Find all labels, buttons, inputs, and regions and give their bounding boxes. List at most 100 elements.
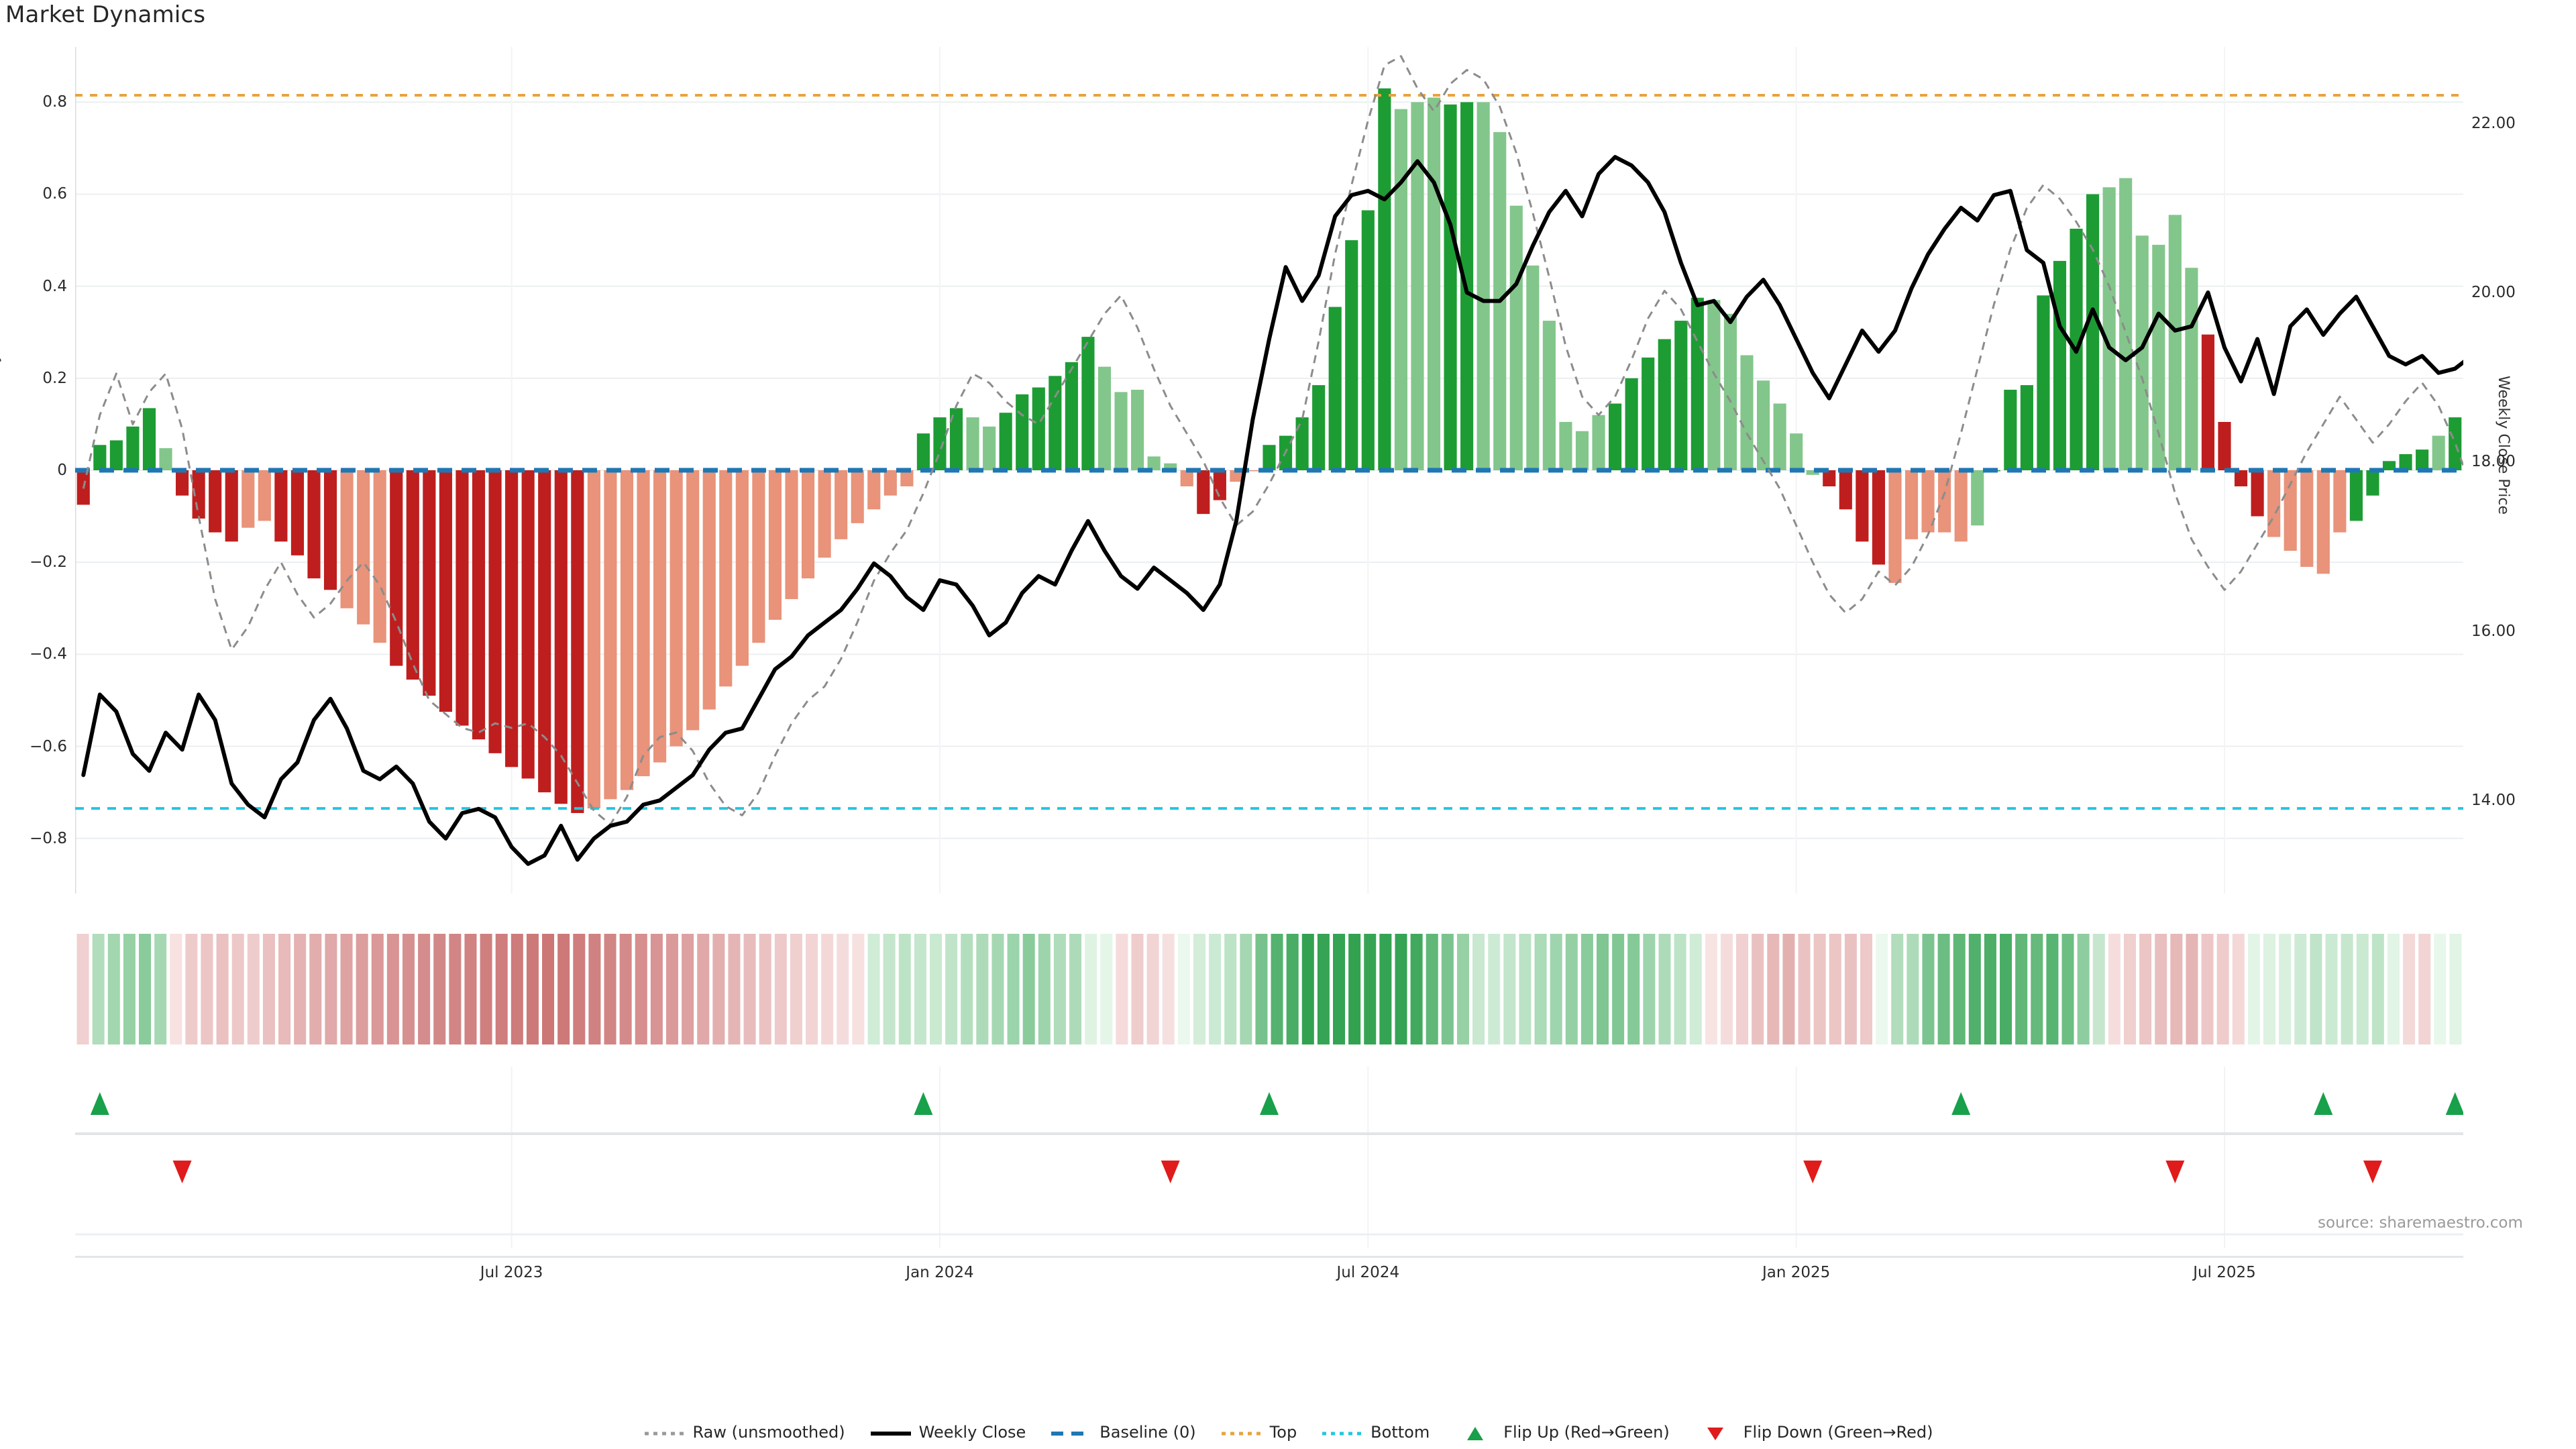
heat-cell	[340, 934, 353, 1044]
flip-rows-canvas	[75, 1067, 2465, 1248]
heat-cell	[837, 934, 849, 1044]
heat-cell	[759, 934, 771, 1044]
heat-cell	[2186, 934, 2198, 1044]
bar	[1674, 321, 1688, 470]
flip-down-marker	[1161, 1161, 1180, 1183]
bar	[620, 470, 634, 790]
bar	[1065, 362, 1078, 470]
bar	[1509, 205, 1523, 470]
weekly-close-line	[81, 155, 2463, 866]
heat-cell	[2232, 934, 2245, 1044]
legend-item[interactable]: Weekly Close	[869, 1423, 1026, 1442]
heat-cell	[2387, 934, 2400, 1044]
heat-cell	[1907, 934, 1919, 1044]
heat-cell	[2046, 934, 2059, 1044]
heat-cell	[185, 934, 198, 1044]
heat-cell	[1116, 934, 1128, 1044]
heat-cell	[2434, 934, 2447, 1044]
heat-cell	[1612, 934, 1625, 1044]
bar	[867, 470, 881, 510]
heat-cell	[991, 934, 1004, 1044]
heat-cell	[976, 934, 989, 1044]
heat-cell	[1162, 934, 1175, 1044]
bar	[1609, 403, 1622, 470]
bar	[1823, 470, 1836, 487]
heat-cell	[1534, 934, 1547, 1044]
heat-cell	[356, 934, 368, 1044]
bar	[2218, 421, 2231, 470]
triangle-down-icon	[1694, 1426, 1737, 1440]
heat-cell	[464, 934, 477, 1044]
heat-cell	[1891, 934, 1904, 1044]
legend-item[interactable]: Baseline (0)	[1050, 1423, 1196, 1442]
bar	[274, 470, 288, 542]
bar	[2020, 385, 2033, 470]
heat-cell	[867, 934, 880, 1044]
heat-cell	[1441, 934, 1454, 1044]
heat-cell	[2403, 934, 2416, 1044]
bar	[2135, 235, 2149, 470]
heat-cell	[247, 934, 260, 1044]
heat-cell	[1209, 934, 1222, 1044]
heat-cell	[1085, 934, 1097, 1044]
bar	[1180, 470, 1193, 487]
heat-cell	[728, 934, 741, 1044]
heat-cell	[1829, 934, 1841, 1044]
bar	[1263, 445, 1276, 470]
y-tick-left: 0.4	[42, 277, 67, 295]
heat-cell	[92, 934, 105, 1044]
bar	[1658, 339, 1671, 470]
bar	[1806, 470, 1819, 475]
bar	[439, 470, 452, 712]
heat-cell	[650, 934, 663, 1044]
heat-cell	[2356, 934, 2369, 1044]
bar	[390, 470, 403, 666]
flip-up-marker	[914, 1092, 933, 1115]
bar	[2399, 453, 2412, 470]
heat-cell	[1364, 934, 1377, 1044]
bar	[2284, 470, 2297, 551]
heat-cell	[1937, 934, 1950, 1044]
legend-item[interactable]: Raw (unsmoothed)	[643, 1423, 845, 1442]
bar	[1049, 376, 1062, 470]
heat-cell	[2310, 934, 2322, 1044]
legend-item[interactable]: Bottom	[1321, 1423, 1430, 1442]
flip-up-marker	[2314, 1092, 2333, 1115]
bar	[949, 408, 963, 470]
heat-cell	[294, 934, 307, 1044]
heat-cell	[1022, 934, 1035, 1044]
bar	[258, 470, 271, 521]
bar	[1625, 378, 1638, 470]
legend-item[interactable]: Top	[1220, 1423, 1297, 1442]
page-title: Market Dynamics	[5, 1, 206, 28]
y-tick-left: 0.8	[42, 93, 67, 111]
bar	[571, 470, 584, 813]
bar	[1378, 88, 1391, 470]
heat-cell	[573, 934, 586, 1044]
heat-cell	[1798, 934, 1811, 1044]
heat-cell	[1395, 934, 1407, 1044]
legend-item[interactable]: Flip Down (Green→Red)	[1694, 1423, 1933, 1442]
heat-cell	[1131, 934, 1144, 1044]
heat-cell	[2092, 934, 2105, 1044]
bar	[1411, 102, 1424, 471]
bar	[2300, 470, 2314, 568]
bar	[209, 470, 222, 533]
bar	[883, 470, 897, 496]
bar	[521, 470, 535, 779]
heat-cell	[682, 934, 694, 1044]
heat-cell	[1472, 934, 1485, 1044]
dotted-line-icon	[643, 1426, 686, 1439]
y-tick-right: 18.00	[2471, 453, 2516, 471]
bar	[159, 448, 172, 470]
bar	[142, 408, 156, 470]
triangle-up-icon	[1454, 1426, 1497, 1440]
legend-item[interactable]: Flip Up (Red→Green)	[1454, 1423, 1670, 1442]
heat-cell	[2371, 934, 2384, 1044]
bar	[2234, 470, 2248, 487]
bar	[1114, 392, 1128, 470]
bar	[2416, 449, 2429, 470]
heat-cell	[929, 934, 942, 1044]
bar	[1131, 389, 1144, 470]
bar	[1444, 104, 1457, 470]
